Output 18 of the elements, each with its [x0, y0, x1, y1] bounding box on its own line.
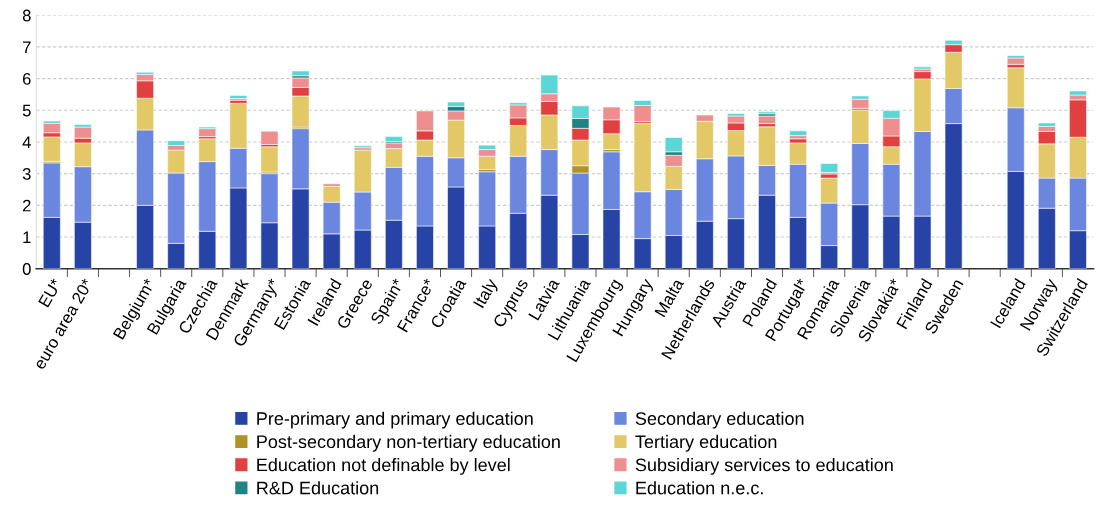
legend-label: Education not definable by level [257, 458, 510, 475]
y-tick-label: 8 [22, 9, 31, 22]
y-tick-label: 2 [22, 199, 31, 212]
legend-label: Pre-primary and primary education [257, 411, 533, 429]
y-tick-label: 7 [22, 41, 31, 53]
legend-label: Secondary education [635, 411, 804, 429]
y-tick-label: 3 [22, 168, 31, 180]
legend-label: Education n.e.c. [636, 481, 763, 495]
x-tick-label: EU* [38, 277, 63, 308]
legend-label: R&D Education [257, 481, 379, 495]
legend-label: Tertiary education [635, 434, 777, 452]
legend-label: Subsidiary services to education [635, 458, 893, 475]
legend-label: Post-secondary non-tertiary education [257, 434, 560, 452]
y-tick-label: 4 [22, 136, 31, 148]
y-tick-label: 0 [22, 263, 31, 275]
y-tick-label: 1 [23, 231, 31, 244]
y-tick-label: 5 [22, 104, 31, 117]
y-tick-label: 6 [22, 72, 31, 85]
